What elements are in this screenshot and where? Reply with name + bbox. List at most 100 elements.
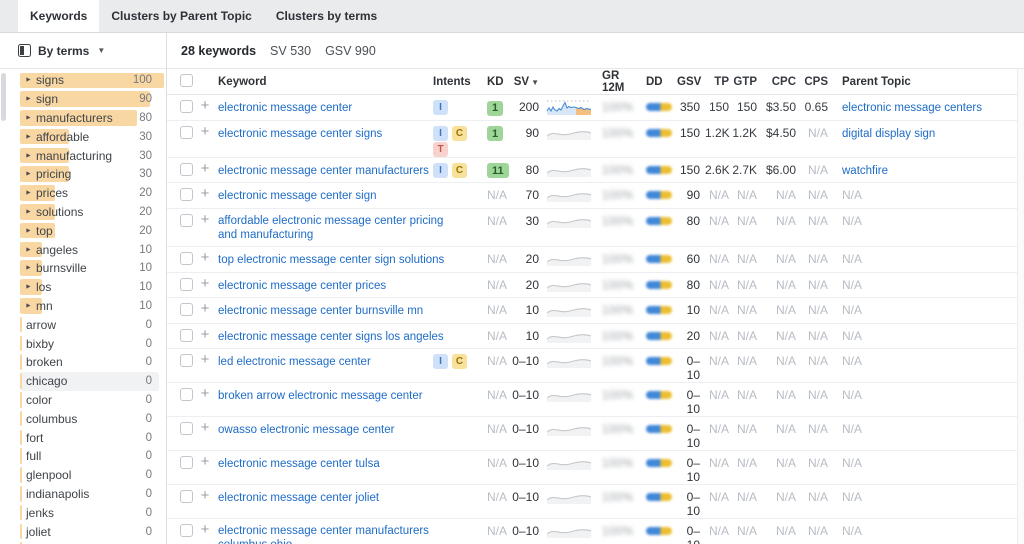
add-keyword-button[interactable]: + xyxy=(200,487,210,504)
row-checkbox[interactable] xyxy=(180,388,193,401)
expand-arrow-icon[interactable]: ► xyxy=(25,76,32,84)
sidebar-term-item[interactable]: ► angeles 10 xyxy=(20,240,159,259)
expand-arrow-icon[interactable]: ► xyxy=(25,245,32,253)
add-keyword-button[interactable]: + xyxy=(200,453,210,470)
sidebar-term-item[interactable]: arrow 0 xyxy=(20,315,159,334)
column-header-keyword[interactable]: Keyword xyxy=(218,75,267,88)
sidebar-term-item[interactable]: jenks 0 xyxy=(20,503,159,522)
add-keyword-button[interactable]: + xyxy=(200,521,210,538)
column-header-dd[interactable]: DD xyxy=(646,75,663,88)
keyword-link[interactable]: electronic message center sign xyxy=(218,190,377,202)
column-header-gr12m[interactable]: GR 12M xyxy=(602,69,625,94)
keyword-link[interactable]: electronic message center tulsa xyxy=(218,458,380,470)
select-all-checkbox[interactable] xyxy=(180,73,193,87)
column-header-cpc[interactable]: CPC xyxy=(771,75,796,88)
row-checkbox[interactable] xyxy=(180,188,193,201)
keyword-link[interactable]: affordable electronic message center pri… xyxy=(218,214,444,241)
sidebar-term-item[interactable]: full 0 xyxy=(20,447,159,466)
sidebar-term-item[interactable]: ► mn 10 xyxy=(20,297,159,316)
add-keyword-button[interactable]: + xyxy=(200,210,210,228)
parent-topic-link[interactable]: electronic message centers xyxy=(842,102,982,114)
row-checkbox[interactable] xyxy=(180,524,193,537)
sidebar-term-item[interactable]: ► prices 20 xyxy=(20,184,159,203)
sidebar-term-item[interactable]: ► los 10 xyxy=(20,278,159,297)
row-checkbox[interactable] xyxy=(180,100,193,113)
tab-clusters-by-parent-topic[interactable]: Clusters by Parent Topic xyxy=(111,9,252,23)
sidebar-term-item[interactable]: glenpool 0 xyxy=(20,466,159,485)
sidebar-term-item[interactable]: ► affordable 30 xyxy=(20,127,159,146)
sidebar-term-item[interactable]: ► manufacturing 30 xyxy=(20,146,159,165)
sidebar-term-item[interactable]: ► pricing 30 xyxy=(20,165,159,184)
expand-arrow-icon[interactable]: ► xyxy=(25,170,32,178)
sidebar-term-item[interactable]: fort 0 xyxy=(20,428,159,447)
column-header-gsv[interactable]: GSV xyxy=(677,75,702,88)
row-checkbox[interactable] xyxy=(180,252,193,265)
keyword-link[interactable]: electronic message center xyxy=(218,102,353,114)
sidebar-term-item[interactable]: ► sign 90 xyxy=(20,90,159,109)
sidebar-scrollbar[interactable] xyxy=(1,73,6,121)
sidebar-term-item[interactable]: ► signs 100 xyxy=(20,71,164,90)
column-header-intents[interactable]: Intents xyxy=(433,75,471,88)
add-keyword-button[interactable]: + xyxy=(200,300,210,317)
row-checkbox[interactable] xyxy=(180,125,193,139)
expand-arrow-icon[interactable]: ► xyxy=(25,133,32,141)
sidebar-term-item[interactable]: columbus 0 xyxy=(20,409,159,428)
keyword-link[interactable]: electronic message center burnsville mn xyxy=(218,305,424,317)
keyword-link[interactable]: electronic message center prices xyxy=(218,279,387,292)
sidebar-term-item[interactable]: bixby 0 xyxy=(20,334,159,353)
add-keyword-button[interactable]: + xyxy=(200,325,210,343)
keyword-link[interactable]: electronic message center joliet xyxy=(218,492,380,504)
row-checkbox[interactable] xyxy=(180,490,193,503)
expand-arrow-icon[interactable]: ► xyxy=(25,302,32,310)
add-keyword-button[interactable]: + xyxy=(200,97,210,114)
expand-arrow-icon[interactable]: ► xyxy=(25,264,32,272)
expand-arrow-icon[interactable]: ► xyxy=(25,95,32,103)
row-checkbox[interactable] xyxy=(180,277,193,291)
keyword-link[interactable]: top electronic message center sign solut… xyxy=(218,254,445,266)
row-checkbox[interactable] xyxy=(180,303,193,316)
keyword-link[interactable]: owasso electronic message center xyxy=(218,424,395,436)
row-checkbox[interactable] xyxy=(180,162,193,176)
vertical-scrollbar[interactable] xyxy=(1017,69,1024,544)
column-header-parent-topic[interactable]: Parent Topic xyxy=(842,75,911,88)
add-keyword-button[interactable]: + xyxy=(200,185,210,202)
sidebar-term-item[interactable]: joliet 0 xyxy=(20,522,159,541)
add-keyword-button[interactable]: + xyxy=(200,385,210,402)
column-header-gtp[interactable]: GTP xyxy=(733,75,757,88)
row-checkbox[interactable] xyxy=(180,456,193,469)
keyword-link[interactable]: led electronic message center xyxy=(218,356,371,368)
row-checkbox[interactable] xyxy=(180,422,193,435)
column-header-sv[interactable]: SV ▼ xyxy=(513,75,539,88)
sidebar-term-item[interactable]: indianapolis 0 xyxy=(20,485,159,504)
tab-clusters-by-terms[interactable]: Clusters by terms xyxy=(275,9,378,23)
expand-arrow-icon[interactable]: ► xyxy=(25,227,32,235)
sidebar-view-selector[interactable]: By terms ▼ xyxy=(0,33,166,69)
keyword-link[interactable]: electronic message center manufacturers xyxy=(218,164,429,177)
column-header-cps[interactable]: CPS xyxy=(804,75,828,88)
sidebar-term-item[interactable] xyxy=(20,541,159,544)
add-keyword-button[interactable]: + xyxy=(200,274,210,292)
row-checkbox[interactable] xyxy=(180,328,193,342)
expand-arrow-icon[interactable]: ► xyxy=(25,114,32,122)
keyword-link[interactable]: electronic message center signs los ange… xyxy=(218,330,444,343)
expand-arrow-icon[interactable]: ► xyxy=(25,151,32,159)
parent-topic-link[interactable]: digital display sign xyxy=(842,127,936,140)
column-header-kd[interactable]: KD xyxy=(487,75,504,88)
row-checkbox[interactable] xyxy=(180,354,193,367)
add-keyword-button[interactable]: + xyxy=(200,419,210,436)
row-checkbox[interactable] xyxy=(180,213,193,227)
expand-arrow-icon[interactable]: ► xyxy=(25,208,32,216)
sidebar-term-item[interactable]: ► top 20 xyxy=(20,221,159,240)
tab-keywords[interactable]: Keywords xyxy=(18,0,100,32)
add-keyword-button[interactable]: + xyxy=(200,122,210,140)
sidebar-term-item[interactable]: broken 0 xyxy=(20,353,159,372)
keyword-link[interactable]: electronic message center manufacturers … xyxy=(218,525,429,544)
column-header-tp[interactable]: TP xyxy=(714,75,729,88)
add-keyword-button[interactable]: + xyxy=(200,159,210,177)
keyword-link[interactable]: broken arrow electronic message center xyxy=(218,390,423,402)
add-keyword-button[interactable]: + xyxy=(200,351,210,368)
parent-topic-link[interactable]: watchfire xyxy=(842,164,889,177)
sidebar-term-item[interactable]: ► solutions 20 xyxy=(20,203,159,222)
expand-arrow-icon[interactable]: ► xyxy=(25,189,32,197)
expand-arrow-icon[interactable]: ► xyxy=(25,283,32,291)
